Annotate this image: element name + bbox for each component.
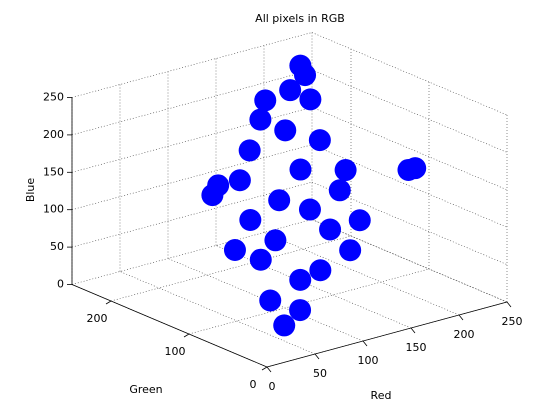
x-tick bbox=[362, 340, 368, 347]
grid-line bbox=[71, 32, 313, 98]
z-axis-label: Blue bbox=[24, 178, 37, 203]
y-tick-label: 200 bbox=[87, 312, 108, 325]
y-tick bbox=[105, 300, 112, 305]
grid-line bbox=[71, 69, 313, 136]
x-tick bbox=[506, 301, 512, 308]
z-tick-label: 200 bbox=[43, 128, 64, 141]
grid-line bbox=[71, 144, 313, 210]
point bbox=[238, 139, 261, 162]
point bbox=[397, 158, 420, 181]
grid-line bbox=[311, 32, 508, 116]
grid-line bbox=[311, 69, 508, 153]
x-tick-label: 50 bbox=[313, 367, 327, 380]
y-tick bbox=[261, 366, 268, 371]
point bbox=[309, 259, 332, 282]
z-tick-label: 100 bbox=[43, 203, 64, 216]
z-tick-label: 250 bbox=[43, 91, 64, 104]
y-tick-label: 100 bbox=[165, 345, 186, 358]
point bbox=[239, 208, 262, 231]
grid-line bbox=[311, 181, 508, 265]
point bbox=[249, 108, 272, 131]
z-tick-label: 0 bbox=[57, 278, 64, 291]
point bbox=[348, 209, 371, 232]
point bbox=[339, 239, 362, 262]
point bbox=[223, 239, 246, 261]
y-tick bbox=[183, 333, 190, 338]
x-tick-label: 150 bbox=[406, 341, 427, 354]
grid-line bbox=[311, 144, 508, 228]
grid-line bbox=[311, 219, 508, 303]
grid-line bbox=[71, 107, 313, 173]
point bbox=[328, 179, 351, 202]
point bbox=[268, 189, 291, 212]
point bbox=[334, 159, 357, 182]
point bbox=[319, 218, 342, 241]
x-tick-label: 200 bbox=[454, 328, 475, 341]
point bbox=[299, 88, 322, 111]
z-tick-label: 50 bbox=[50, 240, 64, 253]
point bbox=[259, 289, 282, 312]
x-tick-label: 250 bbox=[502, 315, 523, 328]
grid-line bbox=[71, 219, 313, 285]
z-tick-label: 150 bbox=[43, 165, 64, 178]
grid-line bbox=[110, 235, 352, 302]
point bbox=[279, 79, 302, 102]
x-tick-label: 0 bbox=[269, 380, 276, 393]
x-axis-label: Red bbox=[371, 389, 392, 402]
point bbox=[228, 169, 251, 192]
y-axis-label: Green bbox=[129, 383, 162, 396]
point bbox=[294, 64, 317, 87]
points bbox=[201, 54, 427, 337]
point bbox=[254, 89, 277, 112]
y-axis bbox=[71, 284, 268, 368]
point bbox=[308, 129, 331, 152]
point bbox=[289, 268, 312, 291]
grid-layer: 0 50 100 150 200 250 0 100 200 0 50 100 150 200 250 bbox=[43, 32, 523, 393]
x-tick bbox=[458, 314, 464, 321]
grid-line bbox=[263, 232, 460, 316]
point bbox=[298, 198, 321, 221]
x-tick bbox=[410, 327, 416, 334]
grid-line bbox=[119, 271, 316, 355]
y-tick-label: 0 bbox=[250, 378, 257, 391]
grid-line bbox=[188, 268, 430, 335]
point bbox=[289, 158, 312, 181]
x-axis bbox=[266, 301, 508, 368]
point bbox=[274, 119, 297, 142]
grid-line bbox=[311, 107, 508, 191]
x-tick bbox=[266, 366, 272, 373]
point bbox=[264, 229, 287, 252]
point bbox=[207, 174, 230, 197]
chart-title: All pixels in RGB bbox=[255, 12, 345, 25]
point bbox=[249, 248, 272, 271]
point bbox=[289, 299, 312, 322]
point bbox=[273, 314, 296, 337]
grid-line bbox=[215, 245, 412, 329]
x-tick-label: 100 bbox=[358, 354, 379, 367]
x-tick bbox=[314, 353, 320, 360]
